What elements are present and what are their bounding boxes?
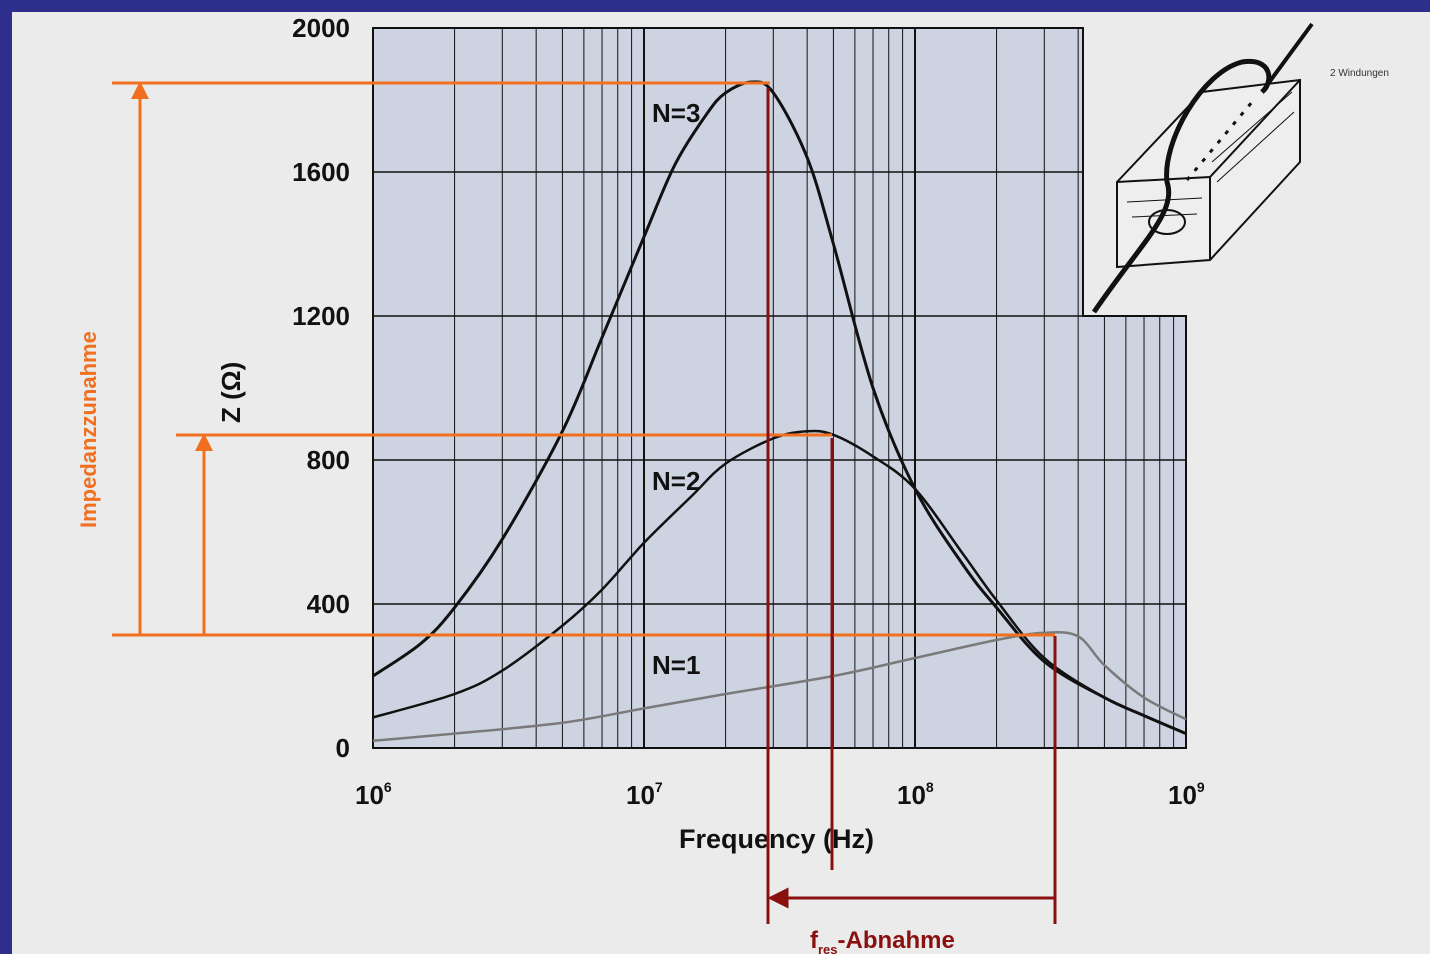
figure-panel: 0 400 800 1200 1600 2000 106 107 108 109 N=3 N=2… (12, 12, 1430, 954)
x-tick-label: 106 (355, 779, 392, 810)
fres-decrease-label: fres-Abnahme (810, 927, 955, 954)
ferrite-core-illustration (1091, 22, 1314, 314)
resonance-annotation: fres-Abnahme (766, 88, 1057, 954)
impedance-increase-label: Impedanzzunahme (76, 331, 101, 528)
impedance-chart: 0 400 800 1200 1600 2000 106 107 108 109 N=3 N=2… (76, 13, 1314, 954)
y-tick-label: 0 (336, 733, 350, 763)
y-tick-label: 2000 (292, 13, 350, 43)
x-tick-label: 109 (1168, 779, 1205, 810)
series-line-n2 (372, 429, 1187, 735)
x-tick-labels: 106 107 108 109 (355, 779, 1205, 810)
x-tick-label: 107 (626, 779, 663, 810)
x-axis-label: Frequency (Hz) (679, 824, 874, 854)
y-tick-label: 1600 (292, 157, 350, 187)
series-label-n1: N=1 (652, 650, 700, 680)
series-label-n3: N=3 (652, 98, 700, 128)
inset-label: 2 Windungen (1330, 68, 1389, 79)
impedance-annotation: Impedanzzunahme (76, 81, 1055, 637)
y-tick-label: 800 (307, 445, 350, 475)
winding-wire (1091, 58, 1272, 314)
wire-end (1260, 22, 1314, 94)
y-tick-label: 400 (307, 589, 350, 619)
x-tick-label: 108 (897, 779, 934, 810)
y-tick-label: 1200 (292, 301, 350, 331)
series-label-n2: N=2 (652, 466, 700, 496)
inner-winding (1185, 101, 1254, 181)
series-line-n1 (372, 631, 1187, 743)
y-axis-label: Z (Ω) (216, 362, 246, 423)
y-tick-labels: 0 400 800 1200 1600 2000 (292, 13, 350, 763)
plot-area (372, 27, 1187, 749)
